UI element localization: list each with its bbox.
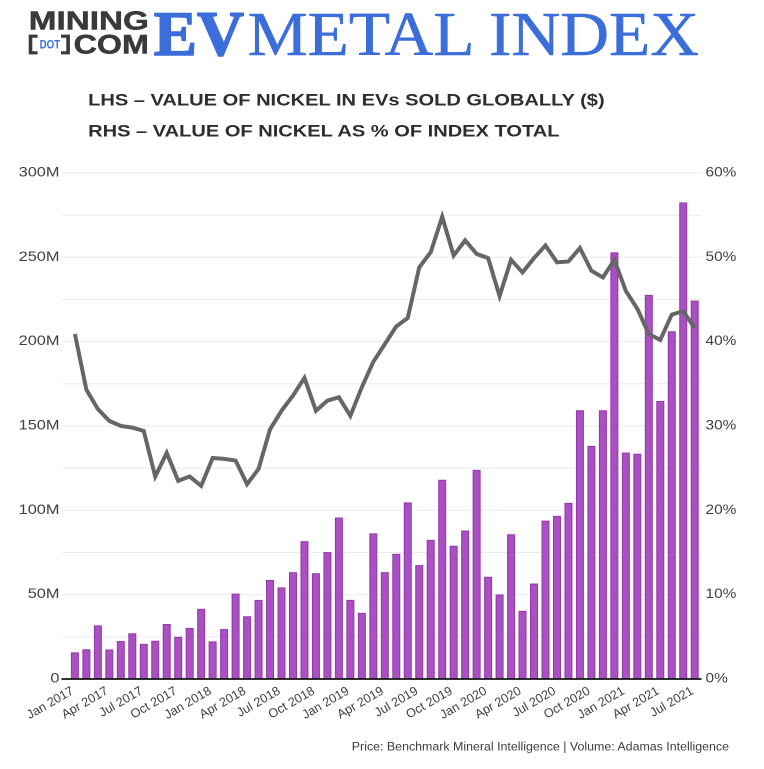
svg-text:60%: 60% — [706, 165, 737, 180]
svg-text:DOT: DOT — [40, 39, 61, 52]
svg-text:300M: 300M — [19, 165, 60, 180]
svg-text:EV: EV — [154, 0, 244, 69]
svg-text:0%: 0% — [706, 671, 728, 686]
svg-text:50M: 50M — [28, 587, 60, 602]
svg-text:0: 0 — [50, 671, 59, 686]
svg-text:RHS – VALUE OF NICKEL AS % OF: RHS – VALUE OF NICKEL AS % OF INDEX TOTA… — [88, 121, 559, 140]
svg-text:10%: 10% — [706, 587, 737, 602]
svg-text:100M: 100M — [19, 502, 60, 517]
svg-text:MINING: MINING — [29, 7, 149, 36]
svg-text:50%: 50% — [706, 250, 737, 265]
svg-text:30%: 30% — [706, 418, 737, 433]
svg-text:COM: COM — [74, 30, 149, 60]
svg-text:200M: 200M — [19, 334, 60, 349]
svg-text:150M: 150M — [19, 418, 60, 433]
svg-text:LHS – VALUE OF NICKEL IN EVs S: LHS – VALUE OF NICKEL IN EVs SOLD GLOBAL… — [88, 90, 605, 109]
svg-text:20%: 20% — [706, 503, 737, 518]
svg-text:Price: Benchmark Mineral Intel: Price: Benchmark Mineral Intelligence | … — [352, 740, 729, 754]
svg-text:40%: 40% — [706, 334, 737, 349]
svg-text:250M: 250M — [19, 249, 60, 264]
svg-text:METAL INDEX: METAL INDEX — [248, 0, 699, 69]
